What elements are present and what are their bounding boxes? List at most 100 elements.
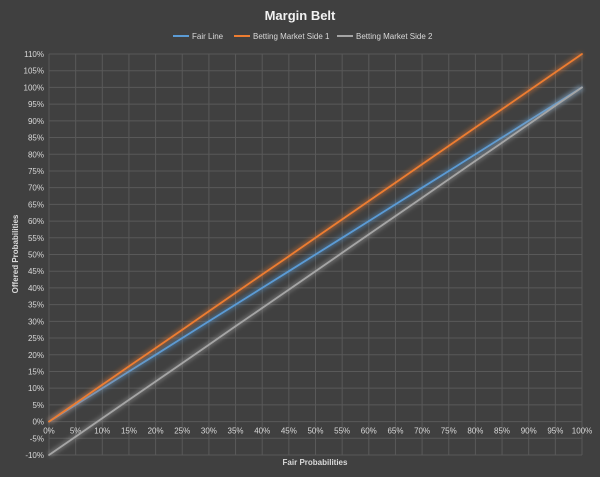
y-tick-label: 60% [28, 217, 44, 226]
x-tick-label: 5% [70, 427, 82, 436]
data-point [581, 53, 583, 55]
y-tick-label: 110% [24, 50, 44, 59]
x-tick-label: 70% [414, 427, 430, 436]
data-point [447, 144, 450, 147]
data-point [128, 370, 130, 373]
y-tick-label: 90% [28, 117, 44, 126]
data-point [501, 141, 503, 144]
x-tick-label: 90% [521, 427, 537, 436]
data-point [208, 320, 210, 323]
data-point [527, 123, 530, 126]
data-point [154, 353, 157, 356]
data-point [394, 181, 397, 184]
x-tick-label: 60% [361, 427, 377, 436]
data-point [421, 163, 423, 166]
data-point [287, 288, 290, 291]
x-tick-label: 20% [148, 427, 164, 436]
y-tick-label: 95% [28, 100, 44, 109]
y-axis-ticks: -10% -5% 0% 5% 10% 15% 20% 25% 30% 35% 40% 45% 50% 55… [24, 50, 44, 460]
x-tick-label: 75% [441, 427, 457, 436]
y-tick-label: 20% [28, 351, 44, 360]
data-point [527, 89, 530, 92]
data-point [367, 233, 370, 236]
x-tick-label: 95% [547, 427, 563, 436]
data-point [234, 303, 237, 306]
data-point [554, 104, 557, 107]
data-point [421, 196, 423, 199]
y-tick-label: 50% [28, 251, 44, 260]
y-tick-label: 10% [28, 384, 44, 393]
data-point [128, 398, 130, 401]
data-point [341, 236, 344, 239]
y-tick-label: 25% [28, 334, 44, 343]
data-point [287, 270, 290, 273]
x-tick-label: 15% [121, 427, 137, 436]
gridlines [48, 53, 583, 456]
y-tick-label: -5% [30, 434, 44, 443]
data-point [208, 310, 210, 313]
y-tick-label: 35% [28, 301, 44, 310]
data-point [234, 292, 237, 294]
data-point [341, 251, 344, 254]
data-point [501, 108, 503, 111]
data-point [554, 71, 557, 74]
y-tick-label: -10% [25, 451, 44, 460]
data-point [48, 454, 50, 456]
data-point [74, 435, 77, 438]
data-point [181, 362, 184, 365]
y-axis-label: Offered Probabilities [11, 214, 20, 293]
x-tick-label: 30% [201, 427, 217, 436]
y-tick-label: 105% [24, 67, 44, 76]
x-axis-label: Fair Probabilities [283, 458, 348, 467]
x-tick-label: 65% [387, 427, 403, 436]
data-point [447, 170, 450, 172]
data-point [74, 402, 77, 405]
y-tick-label: 100% [24, 83, 44, 92]
data-point [474, 126, 477, 129]
y-tick-label: 70% [28, 184, 44, 193]
data-point [154, 347, 157, 349]
y-tick-label: 0% [32, 418, 44, 427]
data-point [48, 420, 50, 423]
x-tick-label: 80% [467, 427, 483, 436]
y-tick-label: 30% [28, 317, 44, 326]
y-tick-label: 65% [28, 200, 44, 209]
chart-title: Margin Belt [265, 8, 336, 23]
data-point [367, 200, 370, 202]
data-point [447, 178, 450, 181]
x-tick-label: 55% [334, 427, 350, 436]
data-point [341, 218, 344, 221]
y-tick-label: 40% [28, 284, 44, 293]
data-point [394, 215, 397, 217]
legend: Fair Line Betting Market Side 1 Betting Ma… [173, 32, 433, 41]
data-point [287, 255, 290, 258]
legend-label: Fair Line [192, 32, 224, 41]
x-tick-label: 10% [94, 427, 110, 436]
x-tick-label: 40% [254, 427, 270, 436]
data-point [474, 160, 477, 162]
data-point [421, 186, 423, 189]
legend-label: Betting Market Side 1 [253, 32, 330, 41]
y-tick-label: 85% [28, 134, 44, 143]
data-point [581, 86, 583, 89]
x-tick-label: 45% [281, 427, 297, 436]
data-point [181, 328, 184, 331]
data-point [314, 236, 317, 239]
x-tick-label: 50% [307, 427, 323, 436]
data-point [234, 325, 237, 328]
x-tick-label: 25% [174, 427, 190, 436]
data-point [501, 136, 503, 139]
data-point [394, 203, 397, 206]
data-point [367, 220, 370, 222]
y-tick-label: 80% [28, 150, 44, 159]
data-point [181, 337, 184, 339]
data-point [101, 417, 104, 420]
x-axis-ticks: 0% 5% 10% 15% 20% 25% 30% 35% 40% 45% 50% 55% 60% 65%… [43, 427, 592, 436]
x-tick-label: 100% [572, 427, 592, 436]
y-tick-label: 75% [28, 167, 44, 176]
data-point [314, 270, 317, 273]
data-point [314, 253, 317, 256]
data-point [261, 273, 264, 276]
x-tick-label: 35% [228, 427, 244, 436]
